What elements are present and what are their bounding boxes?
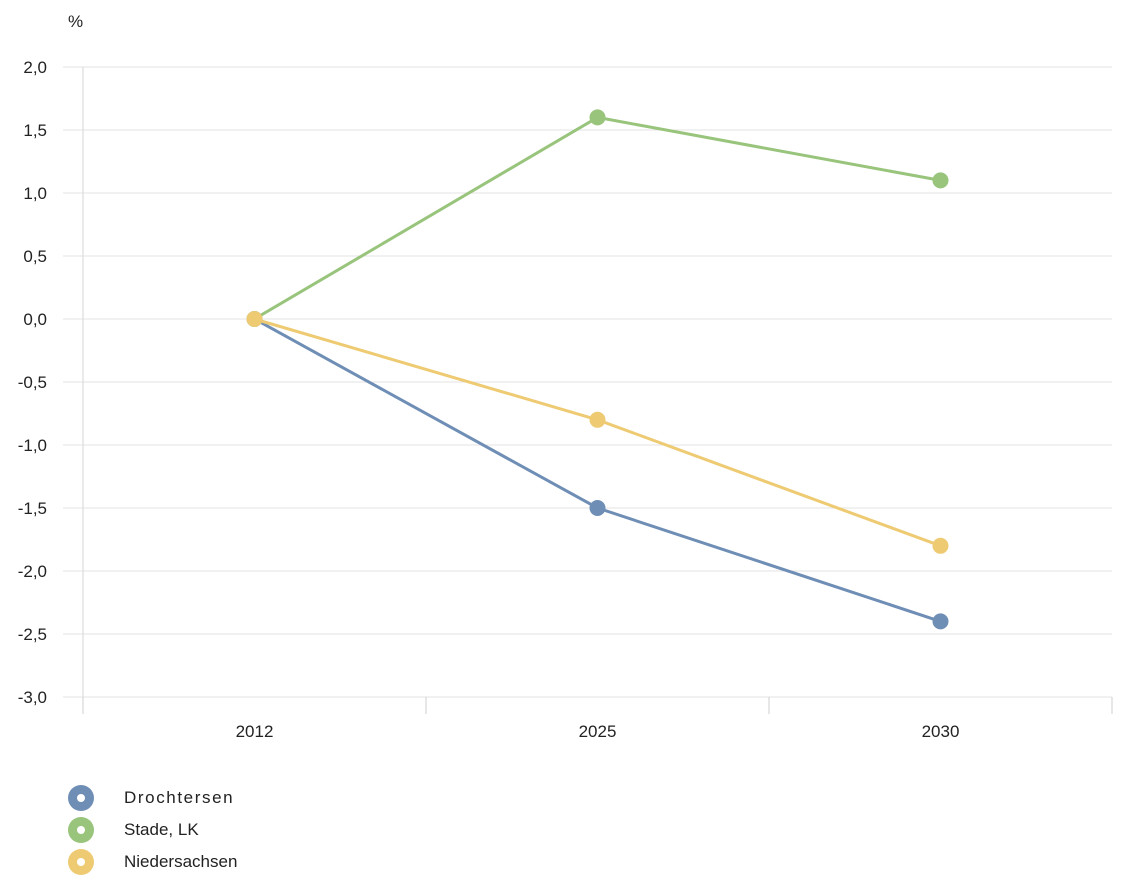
y-tick-label: -0,5 [18, 373, 47, 392]
y-tick-label: -3,0 [18, 688, 47, 707]
legend: Drochtersen Stade, LK Niedersachsen [68, 782, 468, 878]
data-point[interactable] [932, 537, 949, 554]
legend-marker-icon [68, 785, 94, 811]
legend-item-stade-lk[interactable]: Stade, LK [68, 814, 468, 846]
y-tick-label: 0,5 [23, 247, 47, 266]
y-tick-label: 0,0 [23, 310, 47, 329]
series-line [253, 317, 941, 623]
x-tick-label: 2025 [579, 722, 617, 741]
x-tick-label: 2012 [236, 722, 274, 741]
data-point[interactable] [589, 411, 606, 428]
series-points [246, 109, 949, 630]
legend-label: Stade, LK [124, 820, 199, 839]
legend-item-drochtersen[interactable]: Drochtersen [68, 782, 468, 814]
gridlines [63, 66, 1112, 698]
data-point[interactable] [246, 311, 263, 327]
legend-item-niedersachsen[interactable]: Niedersachsen [68, 846, 468, 878]
axes: 2,0 1,5 1,0 0,5 0,0 -0,5 -1,0 -1,5 -2,0 -2,5 -3,0 2… [18, 58, 1113, 741]
y-tick-label: -2,0 [18, 562, 47, 581]
data-point[interactable] [589, 109, 606, 126]
y-tick-label: -1,0 [18, 436, 47, 455]
y-tick-label: 2,0 [23, 58, 47, 77]
legend-marker-icon [68, 817, 94, 843]
y-tick-label: -1,5 [18, 499, 47, 518]
data-point[interactable] [589, 500, 606, 516]
legend-label: Niedersachsen [124, 852, 238, 871]
y-tick-label: 1,0 [23, 184, 47, 203]
y-axis-unit-label: % [68, 12, 83, 31]
data-point[interactable] [932, 613, 949, 630]
y-tick-label: -2,5 [18, 625, 47, 644]
series-line [253, 115, 941, 321]
legend-marker-icon [68, 849, 94, 875]
y-tick-label: 1,5 [23, 121, 47, 140]
legend-label: Drochtersen [124, 788, 235, 807]
x-tick-label: 2030 [922, 722, 960, 741]
data-point[interactable] [932, 172, 949, 189]
